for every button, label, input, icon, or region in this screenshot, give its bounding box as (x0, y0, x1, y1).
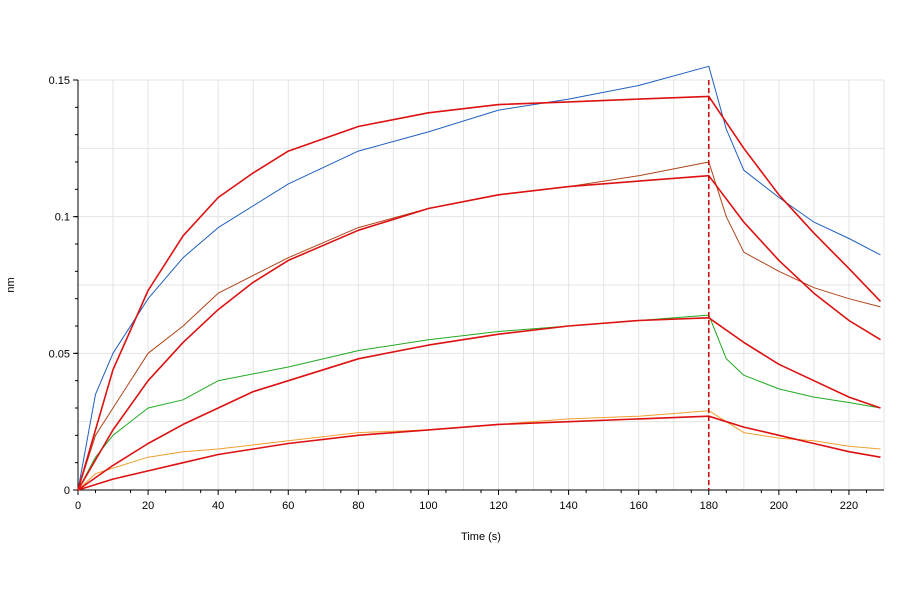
fit-curve (77, 95, 882, 491)
y-tick-label: 0.15 (49, 75, 70, 87)
fit-curve (77, 174, 881, 491)
x-tick-label: 220 (840, 500, 858, 512)
x-tick-label: 100 (419, 500, 437, 512)
measured-curve (77, 410, 881, 491)
data-series (77, 65, 882, 491)
y-tick-label: 0 (64, 485, 70, 497)
grid-lines (78, 79, 885, 490)
measured-curve (77, 161, 881, 491)
x-tick-label: 0 (75, 500, 81, 512)
x-axis-title: Time (s) (461, 531, 501, 543)
x-tick-label: 140 (559, 500, 577, 512)
ticks: 0 20 40 60 80 100 120 140 160 180 200 220 0 0.05 0.1 0.… (49, 75, 867, 512)
measured-curve (77, 314, 881, 491)
measured-curve (77, 65, 881, 491)
fit-curve (77, 415, 881, 491)
x-tick-label: 80 (352, 500, 364, 512)
y-axis-title: nm (5, 277, 17, 292)
x-tick-label: 120 (489, 500, 507, 512)
fit-curve (77, 317, 881, 491)
x-tick-label: 20 (142, 500, 154, 512)
y-tick-label: 0.05 (49, 348, 70, 360)
x-tick-label: 200 (770, 500, 788, 512)
y-tick-label: 0.1 (55, 212, 70, 224)
x-tick-label: 180 (700, 500, 718, 512)
x-tick-label: 60 (282, 500, 294, 512)
x-tick-label: 160 (630, 500, 648, 512)
x-tick-label: 40 (212, 500, 224, 512)
